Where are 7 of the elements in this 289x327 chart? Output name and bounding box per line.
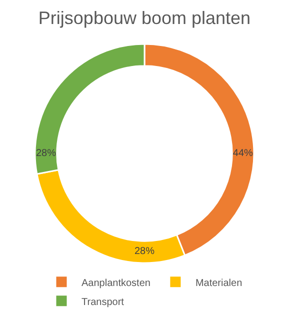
legend-label: Aanplantkosten xyxy=(82,278,150,289)
data-label: 44% xyxy=(232,148,254,159)
data-label: 28% xyxy=(36,148,56,159)
legend-label: Transport xyxy=(82,296,124,308)
legend-label: Materialen xyxy=(195,278,242,289)
data-label: 28% xyxy=(134,246,155,257)
chart-title: Prijsopbouw boom planten xyxy=(38,8,251,28)
